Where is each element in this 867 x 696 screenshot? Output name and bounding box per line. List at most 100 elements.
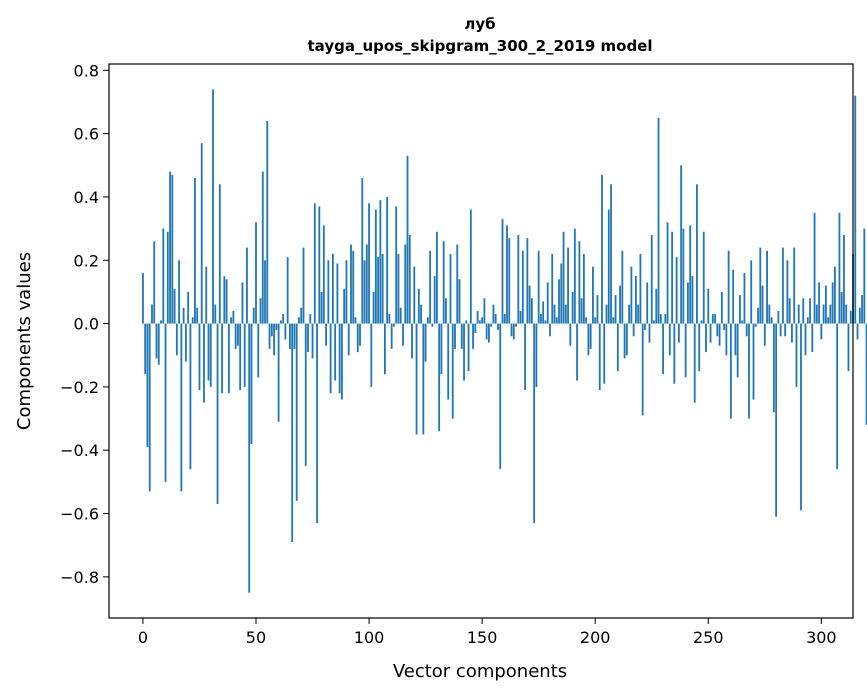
bar (517, 234, 520, 324)
bar (576, 323, 579, 381)
bar (673, 323, 676, 384)
y-tick-label: −0.2 (60, 378, 99, 397)
bar (822, 304, 825, 324)
bar (827, 317, 830, 324)
bar (411, 323, 413, 359)
y-tick-label: 0.6 (74, 125, 99, 144)
y-tick-label: −0.6 (60, 505, 99, 524)
bar (696, 184, 698, 324)
bar (368, 203, 370, 324)
bar (155, 323, 158, 359)
bar (379, 200, 382, 324)
bar (680, 165, 683, 324)
chart-title: луб (464, 15, 495, 33)
bar (270, 323, 273, 337)
bar (395, 206, 398, 324)
bar (759, 247, 762, 324)
bar (519, 310, 522, 324)
bar (433, 276, 436, 324)
bar (289, 323, 291, 349)
y-axis: −0.8 −0.6 −0.4 −0.2 0.0 0.2 0.4 0.6 0.8 (60, 61, 109, 587)
bar (234, 323, 237, 349)
bar (341, 323, 343, 400)
bar (515, 323, 517, 327)
bar (420, 304, 422, 324)
bar (641, 323, 644, 416)
y-axis-label: Components values (14, 252, 35, 430)
bar (639, 253, 642, 324)
bar (291, 323, 294, 543)
bar (610, 184, 612, 324)
bar (483, 298, 486, 324)
bar (300, 307, 303, 324)
bar (390, 323, 393, 349)
bar (861, 295, 863, 324)
bar (320, 291, 323, 324)
bar (777, 310, 780, 324)
bar (209, 323, 212, 387)
bar (700, 320, 703, 324)
bar (406, 155, 409, 324)
bar (831, 282, 834, 324)
bar-series (142, 89, 867, 593)
bar (142, 272, 144, 324)
bar (237, 323, 239, 346)
bar (189, 323, 192, 470)
bar (438, 323, 441, 432)
bar (257, 323, 260, 378)
bar (623, 323, 626, 359)
bar (322, 225, 325, 324)
bar (442, 241, 445, 324)
bar (370, 323, 373, 387)
bar (856, 323, 859, 340)
y-tick-label: 0.4 (74, 188, 99, 207)
bar (725, 323, 728, 356)
bar (248, 323, 251, 593)
bar (506, 225, 508, 324)
bar (702, 231, 705, 324)
bar (399, 307, 402, 324)
bar (815, 304, 818, 324)
bar (659, 314, 662, 324)
bar (549, 323, 551, 337)
bar (327, 260, 330, 324)
bar (795, 323, 798, 387)
bar (463, 323, 465, 381)
bar (734, 323, 737, 356)
bar (668, 323, 671, 356)
bar (304, 323, 307, 467)
bar (544, 320, 547, 324)
bar (309, 314, 312, 324)
bar (542, 301, 545, 324)
bar (467, 323, 470, 372)
bar (637, 304, 640, 324)
bar (166, 231, 169, 324)
bar (424, 323, 427, 362)
bar (311, 323, 314, 359)
bar (632, 323, 635, 337)
bar (393, 323, 395, 327)
bar (246, 247, 248, 324)
bar (488, 323, 490, 343)
bar (413, 266, 416, 324)
bar (739, 295, 741, 324)
bar (644, 323, 646, 330)
bar (834, 266, 836, 324)
bar (664, 314, 667, 324)
y-tick-label: −0.4 (60, 441, 99, 460)
bar (535, 323, 538, 387)
y-tick-label: −0.8 (60, 568, 99, 587)
bar (614, 295, 617, 324)
bar (178, 260, 181, 324)
bar (426, 317, 429, 324)
bar (616, 323, 619, 372)
bar (601, 174, 603, 324)
bar (757, 307, 759, 324)
bar (619, 285, 621, 324)
bar (404, 244, 407, 324)
bar (781, 247, 784, 324)
bar (381, 253, 384, 324)
bar (232, 310, 235, 324)
bar (225, 279, 228, 324)
bar (313, 203, 316, 324)
